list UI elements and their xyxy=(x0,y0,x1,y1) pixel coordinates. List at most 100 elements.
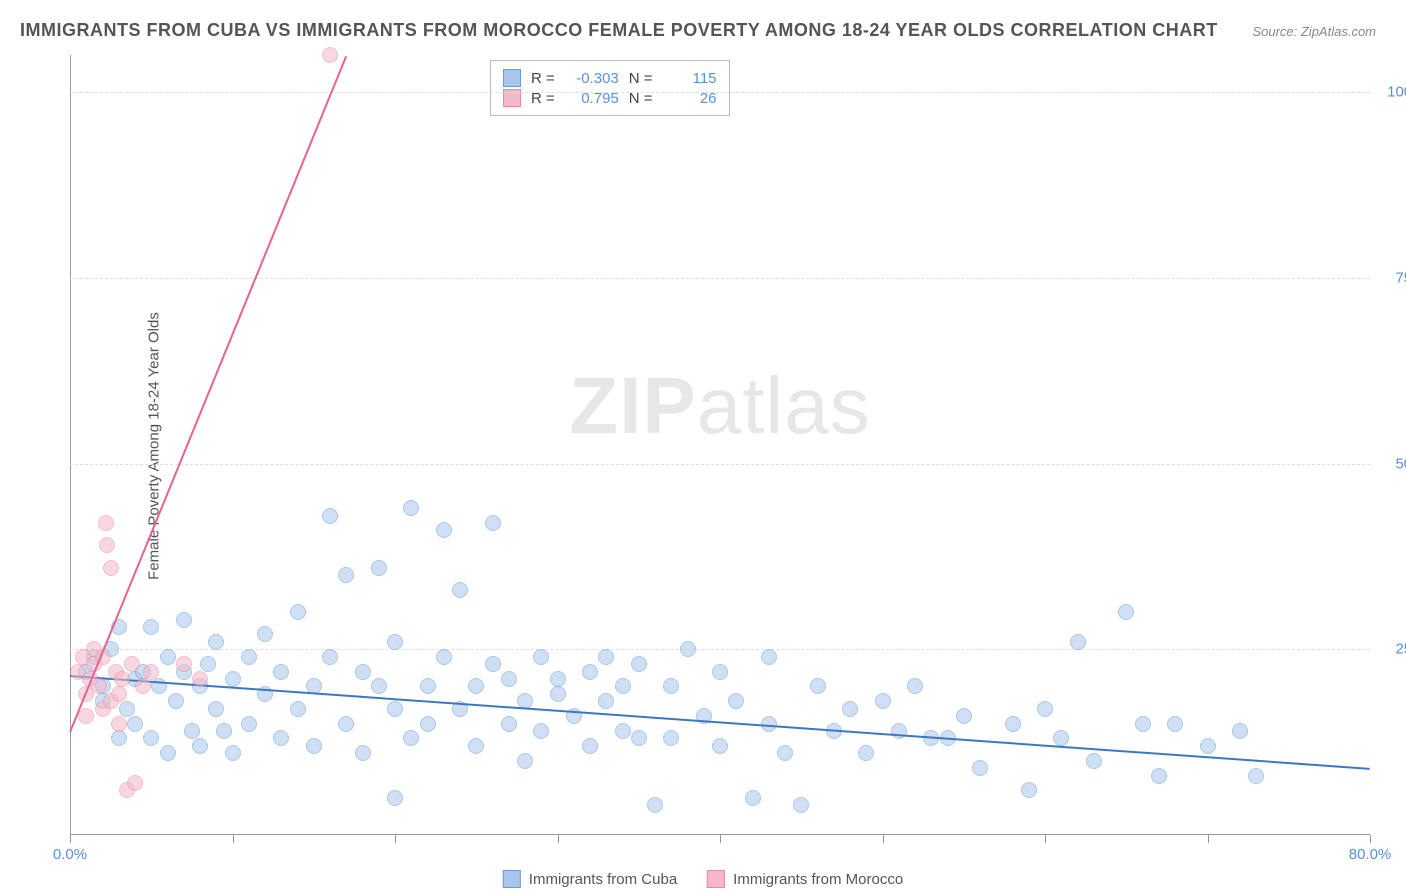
scatter-point xyxy=(176,656,192,672)
stat-n-value: 115 xyxy=(663,70,717,87)
y-axis xyxy=(70,55,71,835)
scatter-point xyxy=(517,753,533,769)
watermark: ZIPatlas xyxy=(569,360,870,452)
legend-swatch xyxy=(503,870,521,888)
scatter-point xyxy=(1021,782,1037,798)
scatter-point xyxy=(127,775,143,791)
scatter-point xyxy=(1135,716,1151,732)
scatter-point xyxy=(550,671,566,687)
scatter-point xyxy=(208,701,224,717)
scatter-point xyxy=(127,716,143,732)
xtick xyxy=(395,835,396,843)
xtick xyxy=(1045,835,1046,843)
scatter-point xyxy=(485,515,501,531)
stat-r-value: -0.303 xyxy=(565,70,619,87)
scatter-point xyxy=(119,701,135,717)
ytick-label: 50.0% xyxy=(1395,455,1406,472)
scatter-point xyxy=(858,745,874,761)
source-label: Source: ZipAtlas.com xyxy=(1252,24,1376,39)
scatter-point xyxy=(355,664,371,680)
scatter-point xyxy=(225,745,241,761)
scatter-point xyxy=(143,664,159,680)
scatter-point xyxy=(1200,738,1216,754)
scatter-point xyxy=(972,760,988,776)
stat-r-label: R = xyxy=(531,70,555,87)
ytick-label: 75.0% xyxy=(1395,269,1406,286)
scatter-point xyxy=(452,582,468,598)
scatter-point xyxy=(225,671,241,687)
scatter-point xyxy=(468,738,484,754)
scatter-point xyxy=(143,619,159,635)
scatter-point xyxy=(582,738,598,754)
scatter-point xyxy=(241,649,257,665)
scatter-point xyxy=(1248,768,1264,784)
scatter-point xyxy=(91,678,107,694)
scatter-point xyxy=(403,500,419,516)
scatter-point xyxy=(290,604,306,620)
legend-item: Immigrants from Morocco xyxy=(707,870,903,888)
scatter-point xyxy=(1118,604,1134,620)
xtick xyxy=(1370,835,1371,843)
scatter-point xyxy=(322,508,338,524)
scatter-point xyxy=(468,678,484,694)
scatter-point xyxy=(680,641,696,657)
scatter-point xyxy=(533,723,549,739)
scatter-point xyxy=(322,47,338,63)
scatter-point xyxy=(338,567,354,583)
scatter-point xyxy=(98,515,114,531)
scatter-point xyxy=(777,745,793,761)
scatter-point xyxy=(338,716,354,732)
scatter-point xyxy=(550,686,566,702)
scatter-point xyxy=(647,797,663,813)
scatter-point xyxy=(1037,701,1053,717)
scatter-point xyxy=(598,693,614,709)
scatter-point xyxy=(168,693,184,709)
scatter-point xyxy=(111,730,127,746)
scatter-point xyxy=(631,656,647,672)
legend-stats-row: R =-0.303N =115 xyxy=(503,69,717,87)
scatter-point xyxy=(273,730,289,746)
scatter-point xyxy=(257,626,273,642)
scatter-point xyxy=(403,730,419,746)
scatter-point xyxy=(956,708,972,724)
scatter-point xyxy=(192,738,208,754)
scatter-point xyxy=(810,678,826,694)
scatter-point xyxy=(761,649,777,665)
scatter-point xyxy=(111,686,127,702)
scatter-point xyxy=(907,678,923,694)
scatter-point xyxy=(124,656,140,672)
ytick-label: 100.0% xyxy=(1387,84,1406,101)
xtick xyxy=(558,835,559,843)
scatter-point xyxy=(135,678,151,694)
xtick xyxy=(720,835,721,843)
scatter-point xyxy=(712,738,728,754)
scatter-point xyxy=(387,634,403,650)
xtick xyxy=(233,835,234,843)
xtick-label: 80.0% xyxy=(1349,846,1392,863)
scatter-point xyxy=(1232,723,1248,739)
scatter-point xyxy=(1086,753,1102,769)
scatter-point xyxy=(160,745,176,761)
legend-item: Immigrants from Cuba xyxy=(503,870,677,888)
scatter-point xyxy=(371,560,387,576)
gridline xyxy=(70,92,1370,93)
scatter-point xyxy=(208,634,224,650)
scatter-point xyxy=(1053,730,1069,746)
scatter-point xyxy=(712,664,728,680)
scatter-point xyxy=(1167,716,1183,732)
scatter-point xyxy=(436,522,452,538)
gridline xyxy=(70,649,1370,650)
trend-line xyxy=(69,56,347,733)
scatter-point xyxy=(1070,634,1086,650)
legend-swatch xyxy=(707,870,725,888)
legend-stats-box: R =-0.303N =115R =0.795N =26 xyxy=(490,60,730,116)
scatter-point xyxy=(728,693,744,709)
ytick-label: 25.0% xyxy=(1395,641,1406,658)
scatter-point xyxy=(745,790,761,806)
scatter-point xyxy=(598,649,614,665)
scatter-point xyxy=(192,671,208,687)
xtick-label: 0.0% xyxy=(53,846,87,863)
scatter-point xyxy=(306,738,322,754)
xtick xyxy=(883,835,884,843)
scatter-point xyxy=(216,723,232,739)
